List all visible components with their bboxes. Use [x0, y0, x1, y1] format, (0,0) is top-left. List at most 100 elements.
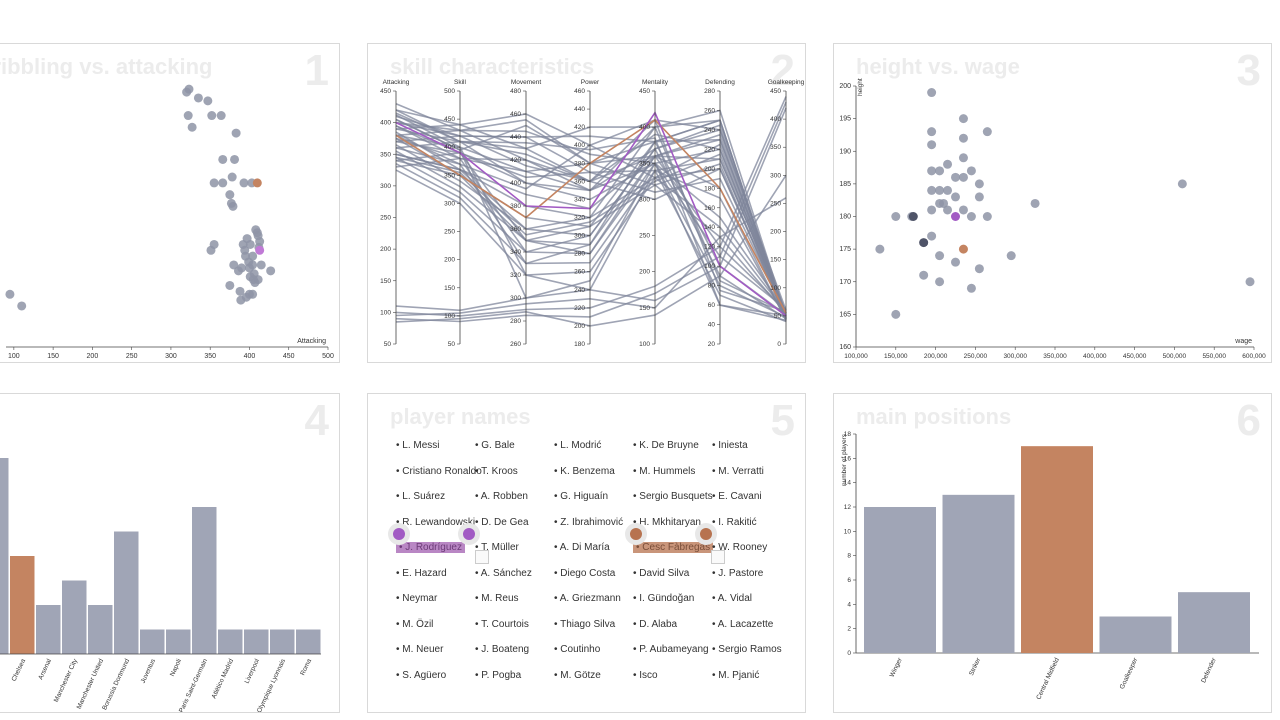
player-name-item[interactable]: • K. Benzema [554, 465, 615, 477]
data-point[interactable] [951, 192, 960, 202]
data-point[interactable] [227, 172, 237, 182]
player-name-item[interactable]: • A. Vidal [712, 593, 753, 604]
data-point[interactable] [958, 114, 968, 124]
player-name-item[interactable]: • E. Cavani [712, 491, 762, 502]
data-point[interactable] [966, 212, 976, 221]
data-point[interactable] [951, 257, 960, 267]
selection-handle-left[interactable] [393, 528, 405, 540]
player-name-item[interactable]: • Isco [633, 669, 658, 681]
data-point[interactable] [982, 127, 992, 137]
data-point[interactable] [1177, 179, 1187, 189]
data-point[interactable] [242, 234, 252, 244]
data-point[interactable] [183, 111, 193, 121]
data-point[interactable] [927, 127, 937, 137]
bar[interactable] [36, 605, 61, 654]
data-point[interactable] [935, 185, 945, 195]
data-point[interactable] [248, 251, 258, 261]
bar[interactable] [218, 629, 243, 655]
selection-tool-icon[interactable] [475, 550, 489, 564]
data-point[interactable] [230, 154, 240, 164]
data-point[interactable] [237, 263, 247, 273]
bar[interactable] [192, 507, 217, 654]
data-point[interactable] [216, 111, 226, 121]
scatter-plot-3[interactable]: 200 195 190 185 180 175 170 165 160 100,000 150,00… [834, 44, 1271, 362]
data-point[interactable] [927, 166, 937, 176]
data-point[interactable] [927, 231, 937, 241]
player-name-item[interactable]: • Sergio Busquets [633, 491, 713, 502]
bar[interactable] [1178, 592, 1250, 653]
data-point[interactable] [225, 190, 235, 200]
data-point[interactable] [218, 178, 228, 188]
player-name-item[interactable]: • T. Courtois [475, 618, 529, 630]
data-point-highlight[interactable] [252, 178, 262, 188]
player-name-item[interactable]: • M. Reus [475, 593, 519, 604]
data-point[interactable] [974, 192, 984, 202]
data-point[interactable] [974, 179, 984, 189]
data-point[interactable] [187, 122, 197, 132]
data-point[interactable] [235, 286, 245, 296]
player-name-item[interactable]: • A. Lacazette [712, 618, 774, 630]
bar[interactable] [0, 458, 9, 654]
player-name-item[interactable]: • E. Hazard [396, 567, 447, 579]
player-name-item[interactable]: • A. Di María [554, 542, 610, 553]
data-point[interactable] [891, 212, 901, 221]
player-name-item[interactable]: • P. Aubameyang [633, 644, 709, 655]
player-name-item[interactable]: • M. Özil [396, 618, 434, 630]
data-point[interactable] [974, 264, 984, 274]
player-name-item[interactable]: • G. Higuaín [554, 491, 609, 502]
data-point[interactable] [958, 153, 968, 163]
bar[interactable] [270, 629, 295, 655]
data-point[interactable] [927, 185, 937, 195]
player-name-item[interactable]: • L. Suárez [396, 491, 446, 502]
series-line[interactable] [395, 174, 787, 327]
player-name-item[interactable]: • D. Alaba [633, 618, 678, 630]
data-point[interactable] [982, 212, 992, 221]
data-point[interactable] [184, 84, 194, 94]
player-name-item[interactable]: • J. Pastore [712, 567, 764, 579]
player-name-item[interactable]: • T. Kroos [475, 465, 518, 477]
data-point[interactable] [228, 201, 238, 211]
player-name-item[interactable]: • Iniesta [712, 440, 748, 451]
selection-handle-right[interactable] [463, 528, 475, 540]
bar[interactable] [88, 605, 113, 654]
data-point[interactable] [939, 198, 949, 208]
player-name-item[interactable]: • M. Hummels [633, 465, 696, 477]
data-point[interactable] [951, 172, 960, 182]
data-point[interactable] [239, 178, 249, 188]
player-name-item[interactable]: • S. Agüero [396, 669, 447, 681]
player-name-item[interactable]: • M. Götze [554, 669, 601, 681]
data-point-highlight[interactable] [919, 238, 929, 248]
player-name-item[interactable]: • J. Boateng [475, 644, 530, 655]
data-point[interactable] [943, 159, 953, 169]
player-name-item[interactable]: • A. Griezmann [554, 593, 621, 604]
player-name-item[interactable]: • M. Neuer [396, 644, 444, 655]
player-name-item[interactable]: • I. Rakitić [712, 516, 757, 528]
data-point[interactable] [935, 166, 945, 176]
scatter-plot-1[interactable]: 100 150 200 250 300 350 400 450 500 Attacking [0, 44, 339, 362]
data-point[interactable] [256, 260, 266, 270]
selection-handle-right[interactable] [700, 528, 712, 540]
data-point[interactable] [193, 93, 203, 103]
data-point[interactable] [17, 301, 27, 311]
player-name-item[interactable]: • A. Robben [475, 491, 528, 502]
data-point[interactable] [225, 280, 235, 290]
player-name-item[interactable]: • Sergio Ramos [712, 644, 782, 655]
player-name-item[interactable]: • K. De Bruyne [633, 440, 699, 451]
bar[interactable] [1021, 446, 1093, 653]
data-point-highlight[interactable] [255, 245, 265, 255]
data-point[interactable] [266, 266, 276, 276]
player-name-item[interactable]: • Cristiano Ronaldo [396, 465, 482, 477]
data-point[interactable] [875, 244, 885, 254]
player-name-item[interactable]: • L. Messi [396, 440, 440, 451]
data-point[interactable] [209, 239, 219, 249]
player-name-item[interactable]: • Thiago Silva [554, 618, 616, 630]
player-name-item[interactable]: • Z. Ibrahimović [554, 516, 624, 528]
player-name-item[interactable]: • A. Sánchez [475, 567, 532, 579]
bar[interactable] [62, 580, 87, 655]
bar[interactable] [942, 494, 1015, 653]
data-point[interactable] [1245, 277, 1255, 287]
data-point-highlight[interactable] [958, 244, 968, 254]
player-name-item[interactable]: • Diego Costa [554, 567, 616, 579]
data-point[interactable] [5, 289, 15, 299]
